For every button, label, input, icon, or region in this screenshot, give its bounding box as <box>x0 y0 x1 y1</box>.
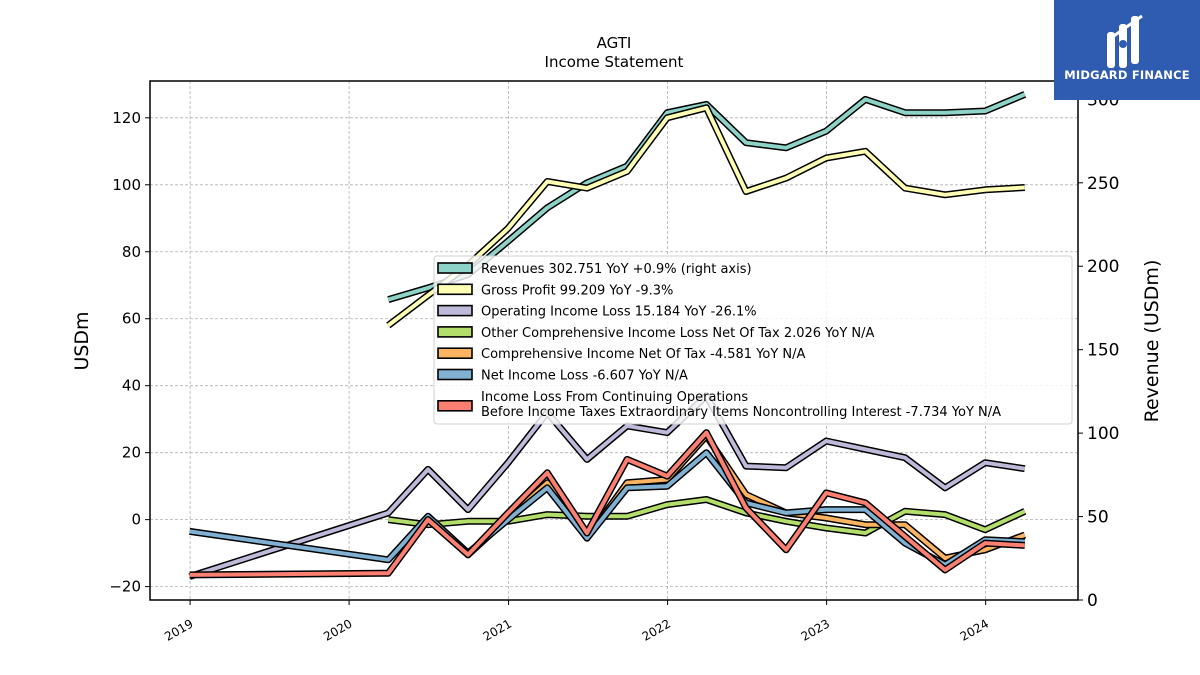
legend-swatch-3 <box>437 326 473 338</box>
legend: Revenues 302.751 YoY +0.9% (right axis) G… <box>433 255 1073 425</box>
y-tick-label: 60 <box>122 310 141 328</box>
legend-swatch-6 <box>437 399 473 412</box>
y2-tick-label: 50 <box>1087 508 1109 528</box>
legend-box <box>433 255 1073 425</box>
y2-tick-label: 150 <box>1087 341 1119 361</box>
brand-mark-icon <box>1107 14 1143 68</box>
legend-label-2: Operating Income Loss 15.184 YoY -26.1% <box>481 305 757 320</box>
legend-label-6: Income Loss From Continuing Operations <box>481 390 748 405</box>
legend-label-5: Net Income Loss -6.607 YoY N/A <box>481 369 688 384</box>
legend-swatch-5 <box>437 368 473 381</box>
y2-tick-label: 100 <box>1087 424 1119 444</box>
y-tick-label: 20 <box>122 444 141 462</box>
brand-logo: MIDGARD FINANCE <box>1054 0 1200 100</box>
chart-subtitle: Income Statement <box>545 53 684 71</box>
y-tick-label: 100 <box>112 176 141 194</box>
y-tick-label: 0 <box>131 511 141 529</box>
y2-tick-label: 200 <box>1087 257 1119 277</box>
y2-tick-label: 0 <box>1087 591 1098 611</box>
y-tick-label: 40 <box>122 377 141 395</box>
series-outline-3 <box>387 496 1027 537</box>
y2-tick-label: 250 <box>1087 174 1119 194</box>
legend-swatch-2 <box>437 304 473 317</box>
axis-layer: −200204060801001200501001502002503002019… <box>109 90 1119 644</box>
y-tick-label: 120 <box>112 109 141 127</box>
legend-label-3: Other Comprehensive Income Loss Net Of T… <box>481 326 875 341</box>
legend-swatch-0 <box>437 262 473 274</box>
legend-swatch-1 <box>437 283 473 296</box>
series-layer <box>188 91 1027 580</box>
legend-label-0: Revenues 302.751 YoY +0.9% (right axis) <box>481 262 752 277</box>
x-tick-label: 2023 <box>799 616 832 643</box>
legend-label-6: Before Income Taxes Extraordinary Items … <box>481 405 1001 420</box>
legend-label-4: Comprehensive Income Net Of Tax -4.581 Y… <box>481 347 806 362</box>
brand-name: MIDGARD FINANCE <box>1064 68 1190 82</box>
y-axis-label: USDm <box>71 311 93 370</box>
x-tick-label: 2024 <box>958 616 991 643</box>
chart-title: AGTI <box>597 34 632 52</box>
series-line-1 <box>387 105 1025 327</box>
y-tick-label: −20 <box>109 578 141 596</box>
series-line-3 <box>388 497 1026 535</box>
x-tick-label: 2020 <box>321 616 354 643</box>
legend-label-1: Gross Profit 99.209 YoY -9.3% <box>481 283 673 298</box>
x-tick-label: 2019 <box>162 616 195 643</box>
y2-axis-label: Revenue (USDm) <box>1141 260 1163 423</box>
plot-frame <box>149 80 1079 601</box>
x-tick-label: 2022 <box>640 616 673 643</box>
series-line-6 <box>189 430 1025 577</box>
legend-swatch-4 <box>437 347 473 360</box>
x-tick-label: 2021 <box>481 616 514 643</box>
y-tick-label: 80 <box>122 243 141 261</box>
